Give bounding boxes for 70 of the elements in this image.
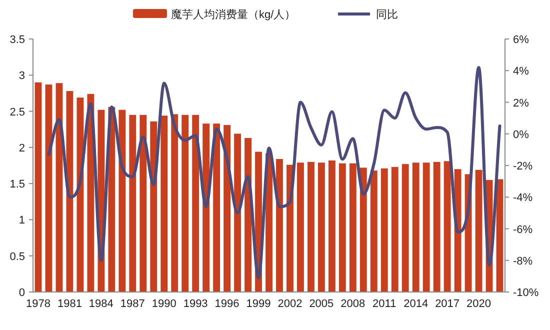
y-tick-label: 0.5 (10, 250, 25, 263)
bar (422, 162, 430, 292)
bar (496, 179, 504, 292)
bar (118, 110, 126, 292)
bar (66, 91, 74, 292)
legend-label: 魔芋人均消费量（kg/人） (171, 8, 296, 21)
bar (360, 168, 367, 292)
y-tick-label: 3 (18, 70, 25, 82)
bar (412, 162, 420, 292)
y2-tick-label: 6% (513, 34, 530, 46)
bar (224, 125, 231, 292)
y-tick-label: 1.5 (10, 178, 25, 191)
x-tick-label: 2008 (340, 298, 366, 310)
x-tick-label: 2002 (278, 298, 302, 310)
y-tick-label: 2 (18, 142, 25, 154)
bar (244, 138, 252, 292)
x-tick-label: 1996 (214, 298, 240, 310)
bar (475, 170, 482, 292)
bar (349, 163, 356, 292)
x-tick-label: 2014 (404, 298, 428, 310)
bar (454, 169, 462, 292)
bar (45, 84, 52, 292)
y-tick-label: 2.5 (10, 106, 25, 118)
x-tick-label: 1981 (57, 298, 82, 310)
bar (202, 124, 210, 292)
x-tick-label: 2011 (372, 298, 396, 310)
x-tick-label: 2017 (435, 298, 460, 310)
bar (150, 121, 158, 292)
bar (370, 170, 378, 292)
bar (276, 158, 283, 292)
x-tick-label: 1990 (152, 298, 176, 310)
y2-tick-label: -10% (513, 287, 539, 299)
bar (192, 114, 200, 292)
x-tick-label: 1999 (246, 298, 271, 310)
bar (140, 114, 147, 292)
y2-tick-label: 4% (513, 66, 530, 78)
y2-tick-label: 0% (513, 128, 530, 141)
bar (234, 134, 241, 292)
bar (160, 116, 168, 292)
y-tick-label: 1 (18, 214, 25, 227)
bar (76, 98, 84, 292)
bar (182, 114, 189, 292)
bar (318, 162, 325, 292)
y2-tick-label: -8% (513, 255, 533, 268)
y2-tick-label: -4% (513, 192, 533, 204)
y-tick-label: 0 (18, 287, 25, 299)
bar (402, 164, 409, 292)
bar (34, 82, 42, 292)
bar (297, 162, 304, 292)
bar (391, 166, 398, 292)
y2-tick-label: 2% (513, 97, 530, 110)
bar (129, 114, 136, 292)
bar (328, 160, 336, 292)
y2-tick-label: -2% (513, 160, 533, 172)
y-tick-label: 3.5 (10, 34, 25, 46)
x-tick-label: 1984 (88, 298, 114, 310)
x-tick-label: 1987 (120, 298, 145, 310)
bar (433, 162, 440, 292)
bar (213, 124, 220, 292)
bar (444, 161, 451, 292)
x-tick-label: 1993 (183, 298, 208, 310)
x-tick-label: 1978 (26, 298, 50, 310)
bar (338, 163, 346, 292)
x-tick-label: 2020 (466, 298, 492, 310)
legend-label: 同比 (376, 8, 398, 21)
y2-tick-label: -6% (513, 224, 533, 236)
bar (380, 168, 388, 292)
bar (171, 114, 178, 292)
bar (307, 162, 314, 292)
x-tick-label: 2005 (309, 298, 334, 310)
